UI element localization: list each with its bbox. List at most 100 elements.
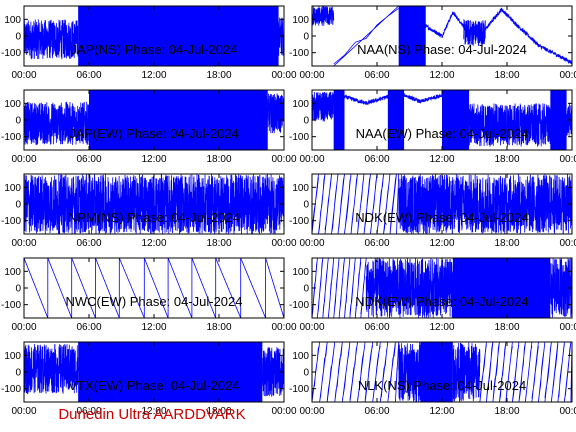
trace-segment-noise bbox=[365, 258, 454, 318]
trace-segment-curve bbox=[425, 11, 465, 39]
panel-title: NPM(NS) Phase: 04-Jul-2024 bbox=[68, 210, 240, 225]
panel-nwc-ew: 100 0 -100 00:00 06:00 12:00 18:00 00:00 NWC(EW)… bbox=[1, 257, 297, 333]
x-tick-label: 18:00 bbox=[206, 70, 231, 81]
x-tick-label: 00:00 bbox=[299, 322, 324, 333]
trace-segment-noise bbox=[267, 93, 284, 134]
y-tick-label: 100 bbox=[292, 267, 309, 278]
y-tick-label: 100 bbox=[292, 15, 309, 26]
y-tick-label: 100 bbox=[4, 15, 21, 26]
phase-trace bbox=[24, 90, 284, 150]
panel-ndk-ew-2: 100 0 -100 00:00 06:00 12:00 18:00 00:00 NDK(EW)… bbox=[289, 257, 576, 333]
y-tick-label: -100 bbox=[289, 132, 309, 143]
phase-trace bbox=[24, 342, 284, 402]
y-tick-label: 0 bbox=[303, 116, 309, 127]
trace-segment-sawtooth bbox=[24, 258, 284, 318]
trace-segment-wrap bbox=[333, 6, 399, 66]
x-tick-label: 18:00 bbox=[494, 406, 519, 417]
x-tick-label: 06:00 bbox=[76, 154, 101, 165]
phase-trace bbox=[312, 342, 572, 402]
panel-title: NAA(NS) Phase: 04-Jul-2024 bbox=[357, 42, 527, 57]
y-tick-label: -100 bbox=[289, 300, 309, 311]
x-tick-label: 06:00 bbox=[76, 322, 101, 333]
footer-caption: Dunedin Ultra AARDDVARK bbox=[58, 406, 245, 423]
x-tick-label: 00:00 bbox=[299, 154, 324, 165]
trace-segment-fill bbox=[78, 342, 263, 402]
x-tick-label: 12:00 bbox=[141, 322, 166, 333]
x-tick-label: 12:00 bbox=[429, 154, 454, 165]
panel-title: NLK(NS) Phase: 04-Jul-2024 bbox=[358, 378, 526, 393]
trace-segment-noise bbox=[278, 17, 284, 56]
panel-title: VTX(EW) Phase: 04-Jul-2024 bbox=[68, 378, 239, 393]
trace-segment-noise bbox=[312, 91, 335, 122]
trace-segment-noise bbox=[566, 103, 572, 136]
phase-trace bbox=[24, 258, 284, 318]
trace-segment-fill bbox=[398, 6, 426, 66]
trace-segment-noise bbox=[452, 342, 481, 402]
trace-segment-noise bbox=[441, 174, 572, 234]
y-tick-label: -100 bbox=[1, 300, 21, 311]
trace-segment-noise bbox=[261, 347, 284, 397]
x-tick-label: 12:00 bbox=[141, 406, 166, 417]
x-tick-label: 06:00 bbox=[364, 406, 389, 417]
panel-npm-ns: 100 0 -100 00:00 06:00 12:00 18:00 00:00 NPM(NS)… bbox=[1, 173, 297, 249]
trace-segment-noise bbox=[468, 103, 551, 147]
y-tick-label: 0 bbox=[15, 200, 21, 211]
trace-segment-noise bbox=[312, 6, 335, 26]
x-tick-label: 18:00 bbox=[206, 406, 231, 417]
trace-segment-noise bbox=[24, 101, 90, 146]
trace-segment-noise bbox=[24, 343, 79, 395]
trace-segment-fill bbox=[452, 258, 551, 318]
trace-segment-wrap bbox=[312, 258, 367, 318]
trace-segment-fill bbox=[78, 6, 279, 66]
x-tick-label: 00:00 bbox=[11, 154, 36, 165]
y-tick-label: -100 bbox=[289, 216, 309, 227]
x-tick-label: 00:00 bbox=[271, 406, 296, 417]
x-tick-label: 00:00 bbox=[559, 70, 576, 81]
x-tick-label: 06:00 bbox=[76, 70, 101, 81]
y-tick-label: -100 bbox=[289, 384, 309, 395]
phase-trace bbox=[312, 90, 572, 150]
x-tick-label: 00:00 bbox=[271, 322, 296, 333]
y-tick-label: -100 bbox=[1, 132, 21, 143]
x-tick-label: 06:00 bbox=[364, 70, 389, 81]
x-tick-label: 00:00 bbox=[11, 322, 36, 333]
trace-segment-fill bbox=[442, 90, 470, 150]
x-tick-label: 06:00 bbox=[364, 238, 389, 249]
trace-segment-noise bbox=[24, 19, 79, 60]
y-tick-label: 100 bbox=[292, 351, 309, 362]
panel-naa-ew: 100 0 -100 00:00 06:00 12:00 18:00 00:00 NAA(EW)… bbox=[289, 89, 576, 165]
y-tick-label: 0 bbox=[15, 284, 21, 295]
x-tick-label: 00:00 bbox=[559, 154, 576, 165]
trace-segment-noise bbox=[398, 174, 443, 234]
x-tick-label: 12:00 bbox=[429, 322, 454, 333]
x-tick-label: 18:00 bbox=[494, 70, 519, 81]
phase-trace bbox=[312, 258, 572, 318]
trace-segment-fill bbox=[333, 90, 345, 150]
x-tick-label: 00:00 bbox=[299, 406, 324, 417]
x-tick-label: 00:00 bbox=[11, 406, 36, 417]
y-tick-label: 100 bbox=[4, 267, 21, 278]
panel-title: NDK(EW) Phase: 04-Jul-2024 bbox=[355, 294, 528, 309]
y-tick-label: -100 bbox=[1, 216, 21, 227]
x-tick-label: 12:00 bbox=[429, 70, 454, 81]
x-tick-label: 00:00 bbox=[299, 70, 324, 81]
x-tick-label: 00:00 bbox=[299, 238, 324, 249]
x-tick-label: 18:00 bbox=[206, 322, 231, 333]
y-tick-label: 100 bbox=[292, 183, 309, 194]
y-tick-label: 100 bbox=[4, 351, 21, 362]
x-tick-label: 18:00 bbox=[494, 322, 519, 333]
y-tick-label: 100 bbox=[4, 183, 21, 194]
trace-segment-wrap bbox=[312, 174, 400, 234]
trace-segment-noise bbox=[398, 342, 421, 402]
y-tick-label: -100 bbox=[1, 48, 21, 59]
x-tick-label: 12:00 bbox=[429, 406, 454, 417]
panel-title: JAP(EW) Phase: 04-Jul-2024 bbox=[69, 126, 239, 141]
x-tick-label: 12:00 bbox=[141, 154, 166, 165]
x-tick-label: 00:00 bbox=[559, 322, 576, 333]
x-tick-label: 06:00 bbox=[364, 154, 389, 165]
phase-trace bbox=[312, 6, 572, 66]
trace-segment-fill bbox=[89, 90, 268, 150]
y-tick-label: 0 bbox=[15, 32, 21, 43]
x-tick-label: 18:00 bbox=[206, 238, 231, 249]
